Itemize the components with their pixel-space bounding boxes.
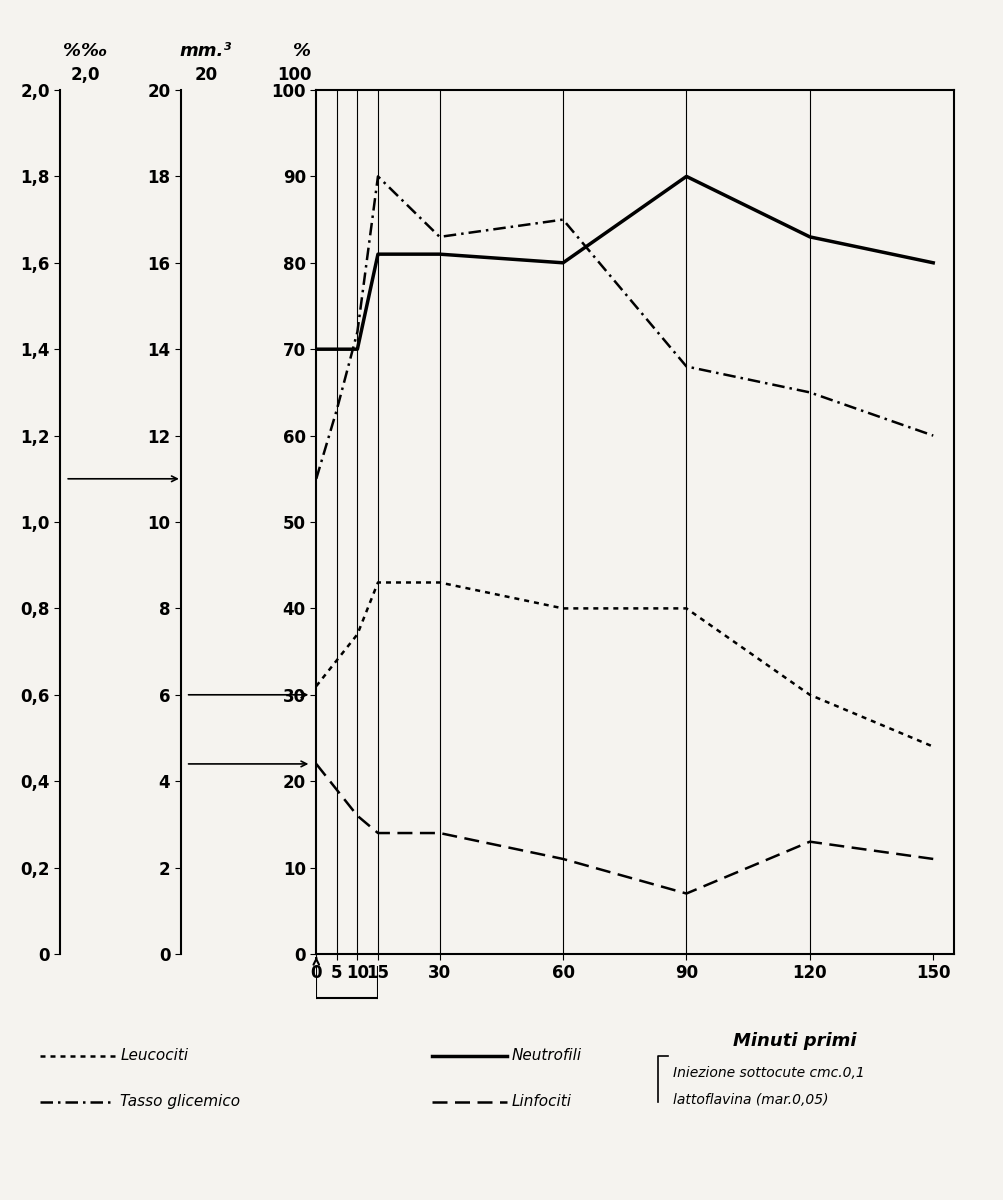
Text: 20: 20 bbox=[194, 66, 218, 84]
Text: mm.³: mm.³ bbox=[180, 42, 232, 60]
Text: Iniezione sottocute cmc.0,1: Iniezione sottocute cmc.0,1 bbox=[672, 1066, 864, 1080]
Text: Minuti primi: Minuti primi bbox=[732, 1032, 856, 1050]
Text: %: % bbox=[293, 42, 311, 60]
Text: 2,0: 2,0 bbox=[70, 66, 100, 84]
Text: %‰: %‰ bbox=[63, 42, 107, 60]
Text: lattoflavina (mar.0,05): lattoflavina (mar.0,05) bbox=[672, 1093, 827, 1108]
Text: Tasso glicemico: Tasso glicemico bbox=[120, 1094, 241, 1109]
Text: Leucociti: Leucociti bbox=[120, 1049, 189, 1063]
Text: Neutrofili: Neutrofili bbox=[512, 1049, 582, 1063]
Text: 100: 100 bbox=[277, 66, 311, 84]
Text: Linfociti: Linfociti bbox=[512, 1094, 572, 1109]
